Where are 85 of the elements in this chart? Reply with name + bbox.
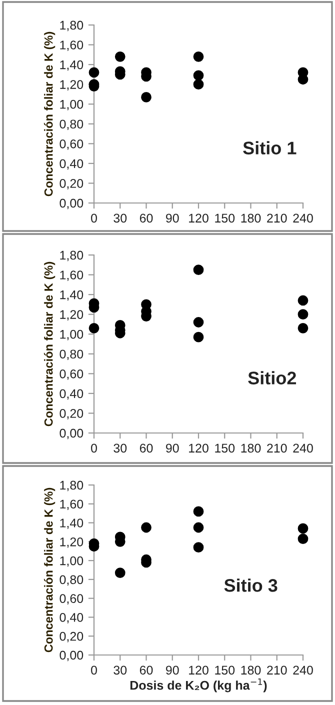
y-tick-label: 1,20 [60, 310, 84, 320]
x-tick-label: 210 [267, 666, 287, 675]
point [141, 92, 152, 102]
x-tick-label: 30 [114, 214, 127, 223]
y-tick-label: 0,20 [60, 632, 84, 642]
x-tick-label: 60 [140, 214, 153, 223]
point [88, 322, 100, 334]
y-tick-label: 1,00 [60, 556, 84, 567]
point [114, 568, 126, 578]
y-tick-label: 1,20 [60, 80, 84, 90]
y-tick-label: 0,00 [60, 650, 84, 662]
y-tick-label: 1,00 [60, 100, 84, 110]
y-tick-label: 0,40 [60, 159, 84, 170]
y-tick-label: 1,80 [60, 250, 84, 262]
y-tick-label: 0,80 [60, 350, 84, 360]
x-tick-label: 90 [166, 666, 179, 675]
x-tick-label: 90 [166, 444, 179, 453]
y-tick-label: 0,40 [60, 613, 84, 624]
x-tick-label: 30 [114, 666, 127, 675]
x-tick-label: 120 [189, 666, 208, 675]
point [193, 70, 204, 81]
y-tick-label: 1,00 [60, 330, 84, 340]
y-tick-label: 0,80 [60, 575, 84, 586]
x-tick-label: 240 [293, 214, 313, 223]
point [193, 51, 204, 62]
point [298, 523, 308, 534]
y-tick-label: 0,20 [60, 179, 84, 190]
point [298, 295, 308, 306]
x-tick-label: 120 [189, 444, 208, 453]
y-axis-title: Concentración foliar de K (%) [44, 32, 56, 196]
x-tick-label: 150 [215, 214, 235, 223]
point [298, 322, 308, 334]
y-tick-label: 1,60 [60, 40, 84, 51]
y-axis-title: Concentración foliar de K (%) [44, 262, 56, 426]
point [88, 67, 100, 78]
annotation: Sitio2 [248, 371, 296, 384]
y-tick-label: 1,60 [60, 270, 84, 281]
x-tick-label: 180 [241, 214, 261, 223]
x-tick-label: 120 [189, 214, 208, 223]
x-axis-title: Dosis de K₂O (kg ha$^{−1}$) [130, 678, 267, 692]
point [193, 332, 204, 342]
y-tick-label: 0,60 [60, 369, 84, 380]
y-tick-label: 0,20 [60, 409, 84, 420]
x-tick-label: 150 [215, 444, 235, 453]
y-tick-label: 0,00 [60, 428, 84, 440]
y-tick-label: 1,40 [60, 290, 84, 301]
x-tick-label: 60 [140, 666, 153, 675]
y-tick-label: 0,00 [60, 198, 84, 210]
x-tick-label: 210 [267, 444, 287, 453]
x-tick-label: 240 [293, 444, 313, 453]
x-tick-label: 210 [267, 214, 287, 223]
x-tick-label: 0 [91, 444, 97, 453]
x-tick-label: 30 [114, 444, 127, 453]
point [141, 522, 152, 533]
y-tick-label: 1,60 [60, 500, 84, 510]
point [298, 534, 308, 544]
y-tick-label: 0,60 [60, 139, 84, 150]
y-tick-label: 0,60 [60, 594, 84, 604]
y-tick-label: 1,80 [60, 480, 84, 492]
point [193, 317, 204, 328]
y-tick-label: 0,40 [60, 389, 84, 400]
annotation: Sitio 3 [224, 578, 278, 592]
point [298, 74, 308, 85]
point [193, 264, 204, 276]
point [298, 309, 308, 320]
annotation: Sitio 1 [243, 141, 296, 154]
y-tick-label: 1,40 [60, 60, 84, 71]
point [193, 542, 204, 553]
x-tick-label: 240 [293, 666, 313, 675]
point [193, 79, 204, 90]
x-tick-label: 0 [91, 666, 97, 675]
x-tick-label: 0 [91, 214, 97, 223]
y-axis-title: Concentración foliar de K (%) [44, 488, 56, 652]
point [193, 506, 204, 517]
y-tick-label: 1,40 [60, 518, 84, 529]
y-tick-label: 1,80 [60, 20, 84, 32]
x-tick-label: 180 [241, 444, 261, 453]
x-tick-label: 150 [215, 666, 235, 675]
point [114, 51, 126, 62]
x-tick-label: 180 [241, 666, 261, 675]
point [193, 522, 204, 533]
y-tick-label: 1,20 [60, 537, 84, 548]
x-tick-label: 90 [166, 214, 179, 223]
x-tick-label: 60 [140, 444, 153, 453]
y-tick-label: 0,80 [60, 120, 84, 130]
